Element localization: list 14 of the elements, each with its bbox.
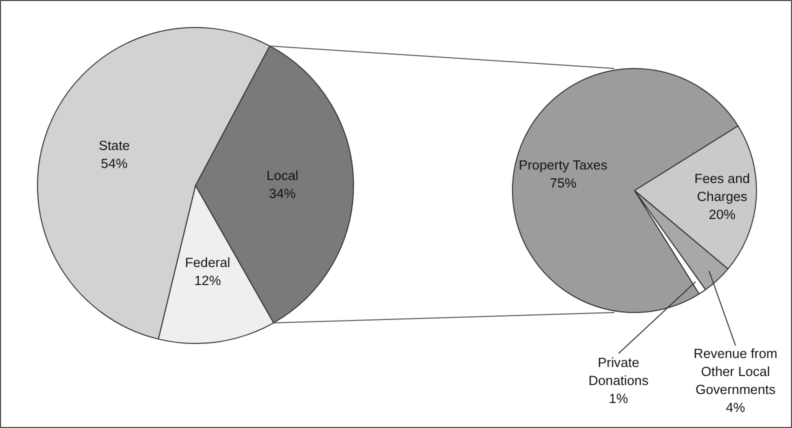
slice-label: Federal — [185, 255, 230, 270]
data-label: 20% — [708, 207, 736, 222]
data-label: 12% — [194, 273, 222, 288]
slice-label: Private Donations — [588, 355, 649, 388]
data-label: 1% — [608, 391, 628, 406]
data-label: 54% — [100, 156, 128, 172]
data-label: 4% — [726, 400, 746, 415]
slice-label: State — [98, 138, 130, 154]
slice-label: Local — [266, 168, 298, 183]
slice-label: Property Taxes — [518, 158, 608, 173]
slice-label: Revenue from Other Local Governments — [694, 346, 778, 397]
data-label: 34% — [269, 186, 296, 201]
slice-label: Fees and Charges — [694, 171, 750, 204]
data-label: 75% — [550, 176, 577, 191]
